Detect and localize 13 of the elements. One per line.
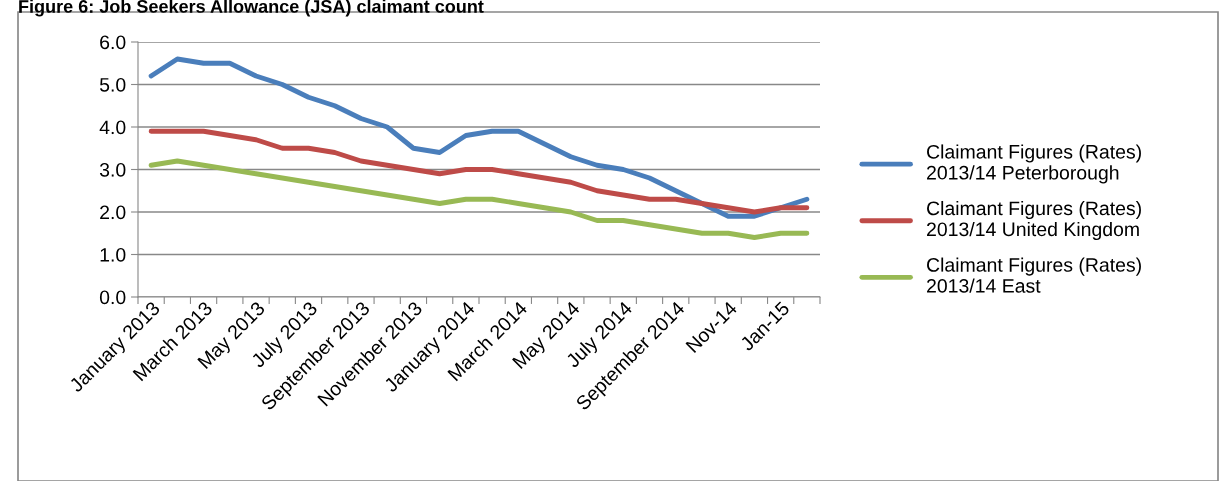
y-tick-label: 3.0 — [99, 162, 126, 177]
y-tick-label: 1.0 — [100, 247, 126, 262]
legend-label: Claimant Figures (Rates) 2013/14 East — [927, 257, 1141, 293]
y-tick-label: 5.0 — [99, 77, 126, 92]
line-series — [148, 158, 810, 240]
y-tick-label: 4.0 — [99, 120, 126, 135]
chart-title: Figure 6: Job Seekers Allowance (JSA) claimant count — [19, 0, 484, 17]
y-tick-label: 2.0 — [100, 205, 126, 220]
legend-label: Claimant Figures (Rates) 2013/14 United Kingdom — [927, 200, 1141, 241]
line-series — [148, 128, 810, 215]
line-series — [148, 56, 810, 219]
legend-label: Claimant Figures (Rates) 2013/14 Peterborough — [927, 144, 1141, 184]
y-tick-label: 6.0 — [100, 35, 126, 50]
